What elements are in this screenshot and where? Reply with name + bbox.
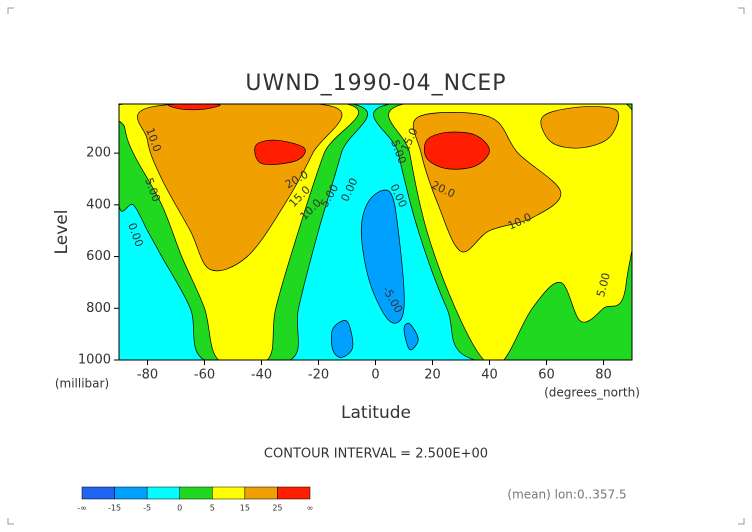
contour-region	[403, 322, 419, 351]
y-tick-label: 1000	[78, 353, 111, 368]
colorbar-box	[277, 486, 311, 500]
x-tick-label: -60	[194, 368, 215, 383]
x-tick-label: 60	[538, 368, 555, 383]
y-axis-label: Level	[52, 210, 72, 255]
x-tick-label: 80	[595, 368, 612, 383]
plot-area: 10.05.000.0020.015.010.05.000.005.000.00…	[118, 103, 633, 361]
contour-interval: CONTOUR INTERVAL = 2.500E+00	[264, 447, 488, 462]
colorbar-label: 25	[272, 504, 282, 513]
colorbar-label: 15	[240, 504, 250, 513]
x-tick-label: -20	[308, 368, 329, 383]
colorbar-label: ∞	[307, 504, 314, 513]
colorbar-box	[212, 486, 246, 500]
y-tick-label: 800	[86, 301, 111, 316]
contour-label: 5.00	[594, 271, 613, 298]
colorbar-label: -15	[108, 504, 121, 513]
colorbar-label: -5	[143, 504, 151, 513]
colorbar-label: 5	[210, 504, 215, 513]
chart-title: UWND_1990-04_NCEP	[245, 71, 506, 96]
y-tick-label: 600	[86, 249, 111, 264]
contour-region	[360, 189, 405, 324]
colorbar-label: -∞	[77, 504, 87, 513]
x-tick-label: 20	[424, 368, 441, 383]
y-axis-units: (millibar)	[55, 377, 109, 391]
contour-region	[423, 131, 490, 170]
x-axis-label: Latitude	[341, 403, 411, 423]
colorbar-box	[244, 486, 278, 500]
x-tick-label: -40	[251, 368, 272, 383]
x-axis-units: (degrees_north)	[544, 386, 640, 400]
footer: (mean) lon:0..357.5	[507, 488, 626, 502]
colorbar-box	[81, 486, 115, 500]
y-tick-label: 400	[86, 197, 111, 212]
x-tick-label: -80	[137, 368, 158, 383]
x-tick-label: 0	[371, 368, 379, 383]
contour-region	[330, 320, 354, 358]
contour-region	[254, 139, 306, 165]
colorbar-box	[146, 486, 180, 500]
x-tick-label: 40	[481, 368, 498, 383]
colorbar-label: 0	[177, 504, 182, 513]
colorbar-box	[114, 486, 148, 500]
colorbar-box	[179, 486, 213, 500]
regions	[119, 104, 632, 360]
contour-region	[540, 106, 620, 149]
y-tick-label: 200	[86, 146, 111, 161]
corner-marks	[7, 7, 745, 525]
